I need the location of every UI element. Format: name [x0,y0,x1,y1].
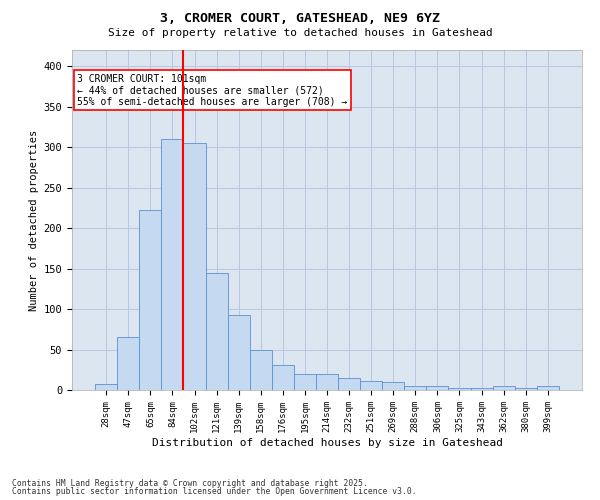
Bar [117,338,139,390]
Y-axis label: Number of detached properties: Number of detached properties [29,130,40,310]
Text: Contains public sector information licensed under the Open Government Licence v3: Contains public sector information licen… [12,487,416,496]
Bar [316,374,338,390]
Text: 3, CROMER COURT, GATESHEAD, NE9 6YZ: 3, CROMER COURT, GATESHEAD, NE9 6YZ [160,12,440,26]
Text: Contains HM Land Registry data © Crown copyright and database right 2025.: Contains HM Land Registry data © Crown c… [12,478,368,488]
Bar [360,381,382,390]
Bar [161,139,184,390]
Bar [515,388,537,390]
Bar [493,386,515,390]
Bar [139,210,161,390]
Text: 3 CROMER COURT: 101sqm
← 44% of detached houses are smaller (572)
55% of semi-de: 3 CROMER COURT: 101sqm ← 44% of detached… [77,74,347,107]
X-axis label: Distribution of detached houses by size in Gateshead: Distribution of detached houses by size … [151,438,503,448]
Bar [537,386,559,390]
Text: Size of property relative to detached houses in Gateshead: Size of property relative to detached ho… [107,28,493,38]
Bar [294,374,316,390]
Bar [427,386,448,390]
Bar [227,314,250,390]
Bar [382,382,404,390]
Bar [206,274,227,390]
Bar [184,143,206,390]
Bar [272,365,294,390]
Bar [470,388,493,390]
Bar [338,378,360,390]
Bar [250,350,272,390]
Bar [404,386,427,390]
Bar [95,384,117,390]
Bar [448,388,470,390]
